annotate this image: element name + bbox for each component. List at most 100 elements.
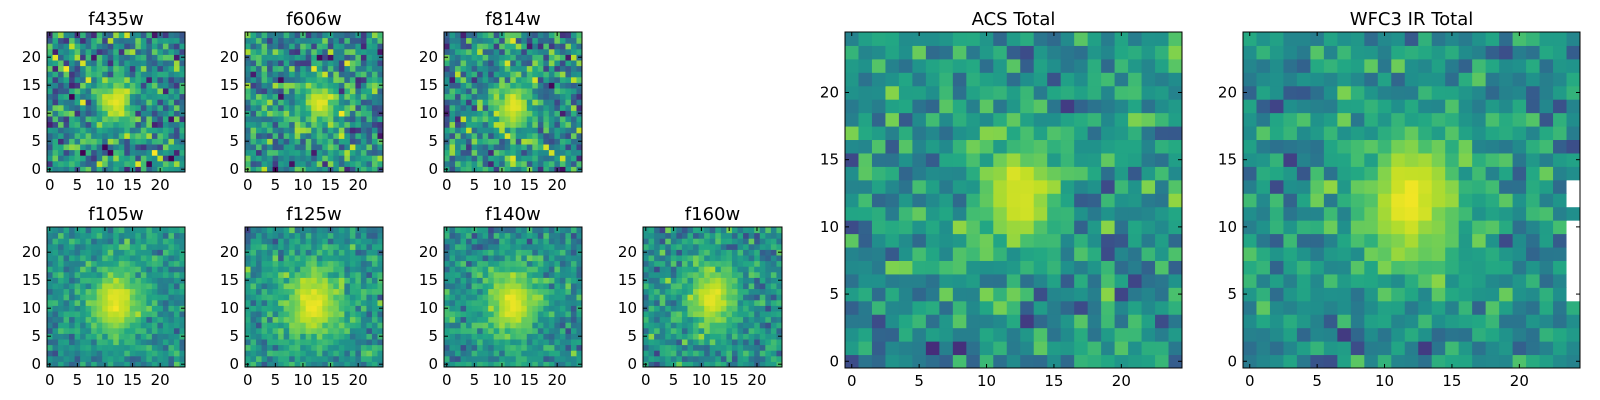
heatmap-cell xyxy=(129,327,136,334)
heatmap-cell xyxy=(107,71,114,78)
heatmap-cell xyxy=(278,43,285,50)
heatmap-cell xyxy=(355,71,362,78)
heatmap-cell xyxy=(74,283,81,290)
heatmap-cell xyxy=(124,277,131,284)
heatmap-cell xyxy=(548,260,555,267)
heatmap-cell xyxy=(693,327,700,334)
heatmap-cell xyxy=(289,311,296,318)
heatmap-cell xyxy=(515,305,522,312)
heatmap-cell xyxy=(460,32,467,39)
heatmap-cell xyxy=(499,155,506,162)
heatmap-cell xyxy=(548,43,555,50)
heatmap-cell xyxy=(129,60,136,67)
heatmap-cell xyxy=(267,48,274,55)
heatmap-cell xyxy=(548,283,555,290)
heatmap-cell xyxy=(366,144,373,151)
heatmap-cell xyxy=(488,238,495,245)
heatmap-cell xyxy=(754,243,761,250)
heatmap-cell xyxy=(493,316,500,323)
heatmap-cell xyxy=(140,104,147,111)
heatmap-cell xyxy=(113,88,120,95)
heatmap-cell xyxy=(493,238,500,245)
heatmap-cell xyxy=(140,144,147,151)
heatmap-cell xyxy=(338,144,345,151)
heatmap-cell xyxy=(532,294,539,301)
heatmap-cell xyxy=(693,288,700,295)
heatmap-cell xyxy=(316,71,323,78)
heatmap-cell xyxy=(261,88,268,95)
heatmap-cell xyxy=(499,104,506,111)
heatmap-cell xyxy=(576,144,583,151)
heatmap-cell xyxy=(576,127,583,134)
heatmap-cell xyxy=(179,71,186,78)
heatmap-cell xyxy=(278,65,285,72)
heatmap-cell xyxy=(537,104,544,111)
heatmap-cell xyxy=(135,277,142,284)
heatmap-cell xyxy=(69,243,76,250)
heatmap-cell xyxy=(510,322,517,329)
heatmap-cell xyxy=(179,116,186,123)
heatmap-cell xyxy=(499,138,506,145)
heatmap-cell xyxy=(96,344,103,351)
heatmap-cell xyxy=(482,110,489,117)
heatmap-cell xyxy=(283,99,290,106)
heatmap-cell xyxy=(140,132,147,139)
heatmap-cell xyxy=(173,361,180,368)
heatmap-cell xyxy=(245,93,252,100)
heatmap-cell xyxy=(316,227,323,234)
heatmap-cell xyxy=(63,299,70,306)
heatmap-cell xyxy=(85,322,92,329)
heatmap-cell xyxy=(709,327,716,334)
heatmap-cell xyxy=(58,116,65,123)
heatmap-cell xyxy=(294,48,301,55)
heatmap-cell xyxy=(162,327,169,334)
heatmap-cell xyxy=(349,249,356,256)
heatmap-cell xyxy=(743,316,750,323)
heatmap-cell xyxy=(305,127,312,134)
heatmap-cell xyxy=(272,43,279,50)
heatmap-cell xyxy=(179,266,186,273)
heatmap-cell xyxy=(515,71,522,78)
heatmap-cell xyxy=(102,160,109,167)
heatmap-cell xyxy=(151,76,158,83)
heatmap-cell xyxy=(366,238,373,245)
heatmap-cell xyxy=(173,37,180,44)
heatmap-cell xyxy=(52,121,59,128)
heatmap-cell xyxy=(151,316,158,323)
heatmap-cell xyxy=(548,149,555,156)
axes-frame xyxy=(443,226,583,368)
heatmap-cell xyxy=(1155,193,1170,208)
heatmap-cell xyxy=(693,277,700,284)
heatmap-cell xyxy=(471,333,478,340)
heatmap-cell xyxy=(333,116,340,123)
heatmap-cell xyxy=(278,104,285,111)
heatmap-cell xyxy=(499,260,506,267)
heatmap-cell xyxy=(338,71,345,78)
heatmap-cell xyxy=(455,361,462,368)
heatmap-cell xyxy=(543,344,550,351)
heatmap-cell xyxy=(698,283,705,290)
heatmap-cell xyxy=(543,60,550,67)
heatmap-cell xyxy=(349,71,356,78)
heatmap-cell xyxy=(532,99,539,106)
heatmap-cell xyxy=(1114,179,1129,194)
heatmap-cell xyxy=(559,160,566,167)
heatmap-cell xyxy=(493,65,500,72)
heatmap-cell xyxy=(294,260,301,267)
heatmap-cell xyxy=(250,255,257,262)
heatmap-cell xyxy=(168,48,175,55)
heatmap-cell xyxy=(659,266,666,273)
heatmap-cell xyxy=(316,344,323,351)
heatmap-cell xyxy=(344,316,351,323)
heatmap-cell xyxy=(151,227,158,234)
heatmap-cell xyxy=(526,110,533,117)
heatmap-cell xyxy=(146,232,153,239)
heatmap-cell xyxy=(69,249,76,256)
heatmap-cell xyxy=(344,93,351,100)
heatmap-cell xyxy=(770,311,777,318)
heatmap-cell xyxy=(47,266,54,273)
heatmap-cell xyxy=(74,249,81,256)
heatmap-cell xyxy=(322,88,329,95)
